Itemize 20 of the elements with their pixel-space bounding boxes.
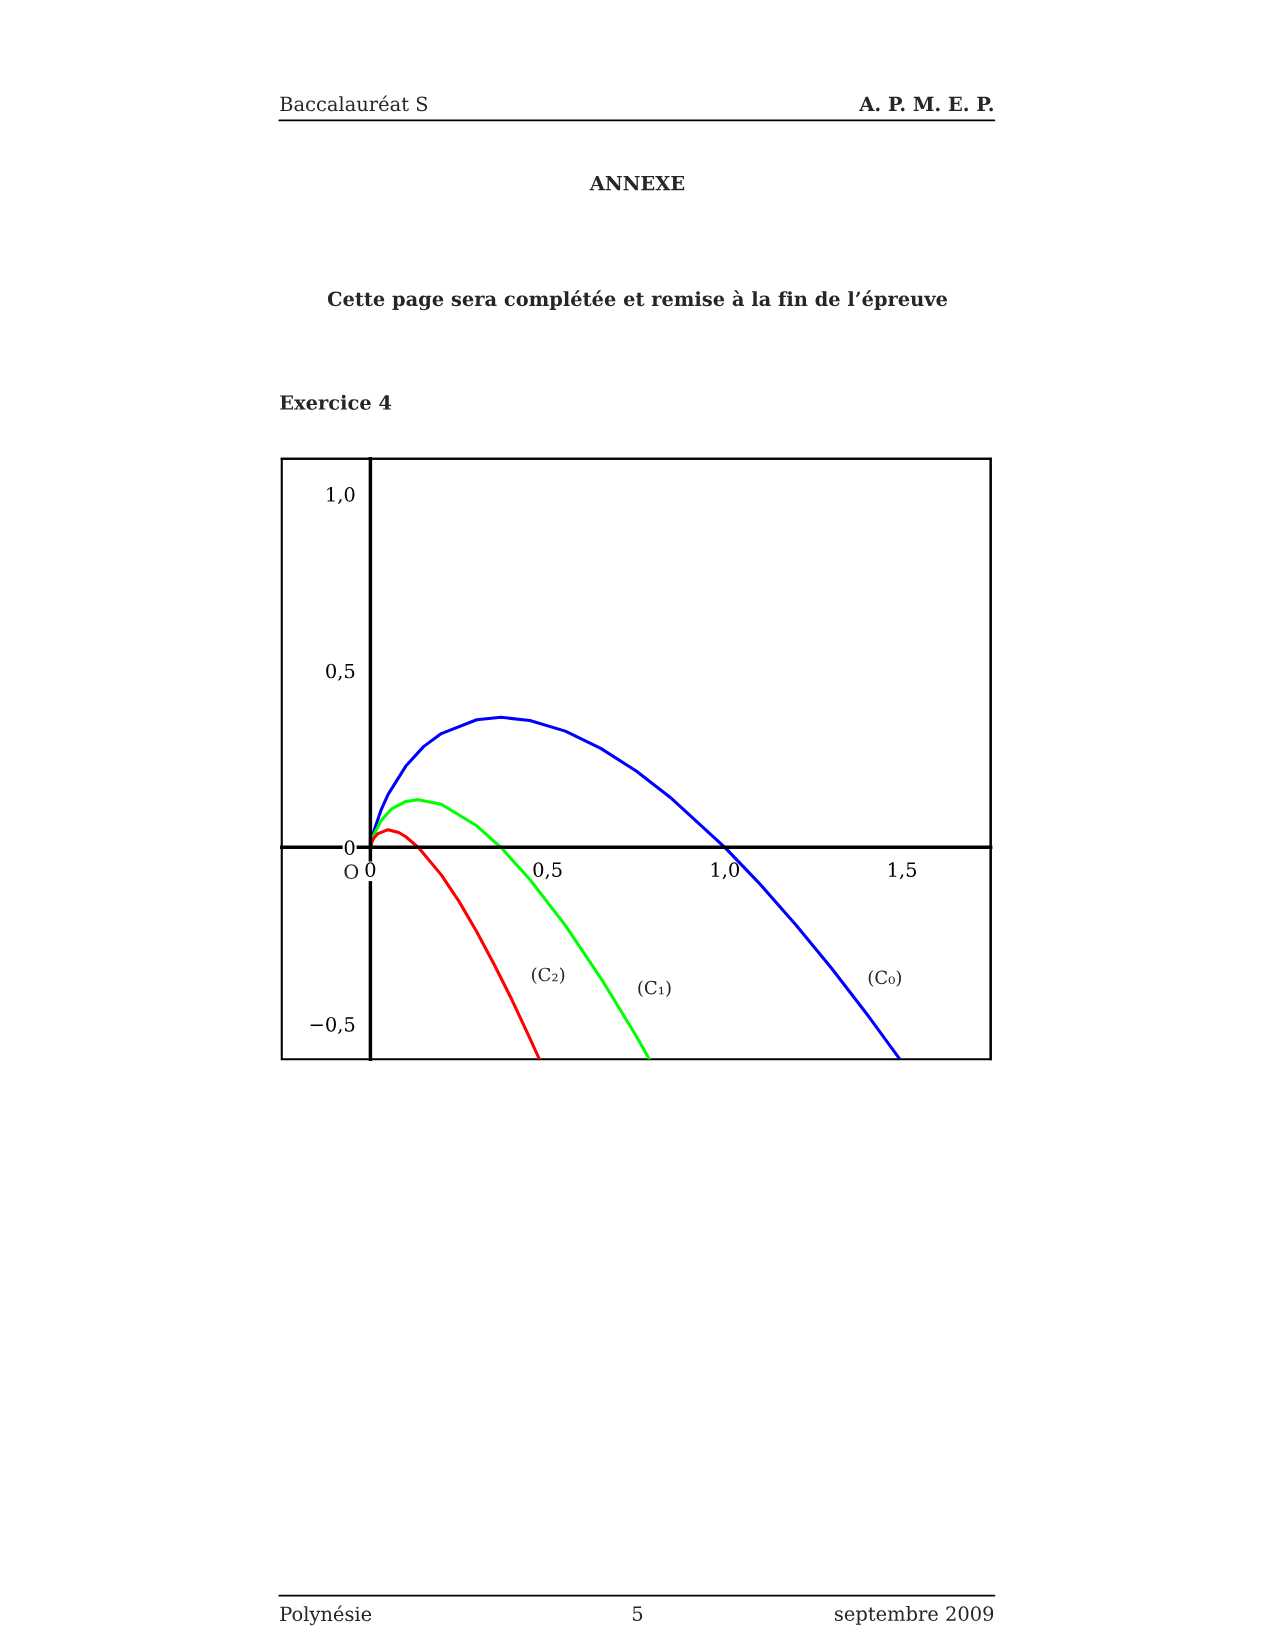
x-tick-label: 0,5 (533, 862, 562, 880)
annotation: O (344, 864, 359, 880)
chart-subtitle: Cette page sera complétée et remise à la fin de l’épreuve (327, 290, 948, 311)
series-label: (C₀) (868, 970, 901, 987)
text: Exercice 4 (280, 394, 392, 410)
y-tick-label: 1,0 (327, 486, 355, 505)
x-tick-label: 1,5 (888, 862, 917, 880)
y-tick-label: 0 (344, 840, 355, 855)
y-tick-label: 0,5 (326, 663, 355, 681)
x-tick-label: 0 (365, 862, 376, 877)
series-label: (C₁) (638, 980, 671, 997)
y-tick-label: −0,5 (310, 1016, 355, 1035)
text: Polynésie (280, 1605, 372, 1626)
text: Baccalauréat S (280, 95, 428, 112)
series-label: (C₂) (531, 967, 565, 984)
text: septembre 2009 (834, 1605, 994, 1625)
x-tick-label: 1,0 (711, 862, 740, 880)
text: 5 (632, 1606, 643, 1621)
chart-title: ANNEXE (589, 175, 685, 191)
text: A. P. M. E. P. (859, 96, 993, 112)
